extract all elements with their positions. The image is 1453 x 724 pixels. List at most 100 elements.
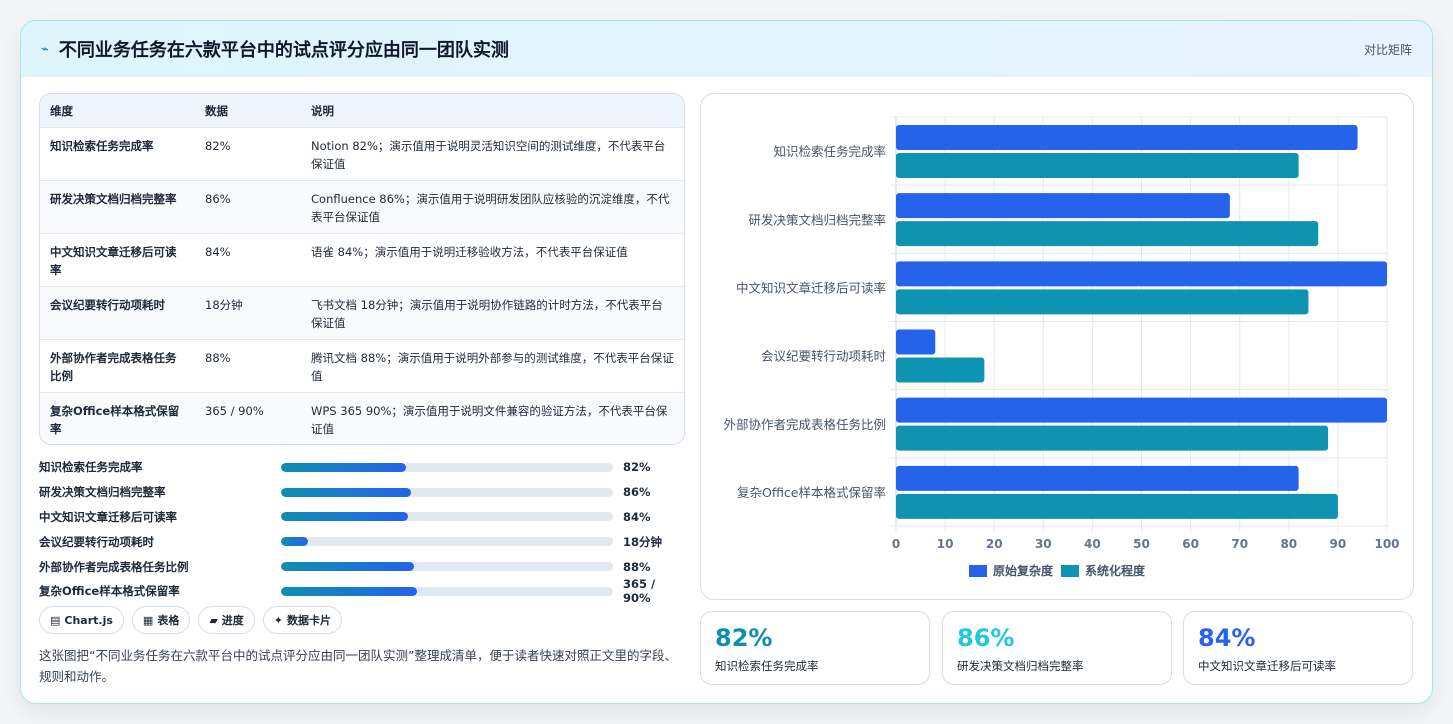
table-row: 会议纪要转行动项耗时 18分钟 飞书文档 18分钟；演示值用于说明协作链路的计时…: [40, 286, 684, 339]
row-dimension: 会议纪要转行动项耗时: [50, 298, 165, 312]
progress-fill: [281, 462, 406, 472]
progress-track: [281, 512, 613, 522]
chart-icon: ▤: [50, 613, 61, 627]
page-title: 不同业务任务在六款平台中的试点评分应由同一团队实测: [58, 40, 509, 61]
x-tick-label: 0: [892, 537, 900, 551]
y-tick-label: 会议纪要转行动项耗时: [761, 349, 887, 364]
table-pill[interactable]: ▦ 表格: [131, 606, 191, 634]
x-tick-label: 90: [1330, 537, 1347, 551]
y-tick-label: 研发决策文档归档完整率: [748, 212, 886, 227]
bar-systematization: [896, 425, 1329, 451]
x-tick-label: 60: [1182, 537, 1199, 551]
progress-fill: [281, 487, 412, 497]
row-dimension: 研发决策文档归档完整率: [50, 192, 177, 206]
progress-pill[interactable]: ▰ 进度: [198, 606, 255, 634]
kpi-value: 84%: [1198, 624, 1256, 652]
progress-label: 外部协作者完成表格任务比例: [39, 559, 189, 574]
table-row: 复杂Office样本格式保留率 365 / 90% WPS 365 90%；演示…: [40, 392, 684, 444]
row-description: 语雀 84%；演示值用于说明迁移验收方法，不代表平台保证值: [311, 245, 628, 259]
column-header: 说明: [311, 103, 334, 118]
row-description: 腾讯文档 88%；演示值用于说明外部参与的测试维度，不代表平台保证值: [311, 351, 674, 383]
progress-label: 复杂Office样本格式保留率: [39, 584, 180, 599]
summary-note: 这张图把“不同业务任务在六款平台中的试点评分应由同一团队实测”整理成清单，便于读…: [39, 648, 677, 684]
data-card-pill[interactable]: ✦ 数据卡片: [262, 606, 343, 634]
bar-systematization: [896, 289, 1309, 315]
x-tick-label: 100: [1374, 537, 1399, 551]
row-data: 86%: [205, 192, 231, 206]
progress-track: [281, 562, 613, 572]
y-tick-label: 中文知识文章迁移后可读率: [736, 280, 886, 295]
legend-label: 原始复杂度: [993, 563, 1054, 578]
progress-row: 中文知识文章迁移后可读率 84%: [39, 505, 685, 530]
sparkline-icon: ⌁: [41, 41, 49, 57]
bar-raw-complexity: [896, 465, 1299, 491]
progress-track: [281, 586, 613, 596]
kpi-card: 86% 研发决策文档归档完整率: [942, 611, 1172, 685]
row-description: 飞书文档 18分钟；演示值用于说明协作链路的计时方法，不代表平台保证值: [311, 298, 663, 330]
progress-value: 84%: [623, 509, 651, 524]
progress-value: 88%: [623, 559, 651, 574]
table-row: 中文知识文章迁移后可读率 84% 语雀 84%；演示值用于说明迁移验收方法，不代…: [40, 233, 684, 286]
row-dimension: 知识检索任务完成率: [50, 139, 154, 153]
x-tick-label: 50: [1133, 537, 1150, 551]
main-card: ⌁ 不同业务任务在六款平台中的试点评分应由同一团队实测 对比矩阵 维度 数据 说…: [20, 20, 1433, 704]
bar-chart: 0 10 20 30 40 50 60 70 80 90 100 知识检索任务完成率研发决策文档归档完…: [723, 116, 1400, 578]
y-tick-label: 外部协作者完成表格任务比例: [723, 417, 886, 432]
kpi-label: 中文知识文章迁移后可读率: [1198, 659, 1336, 673]
x-tick-label: 40: [1084, 537, 1101, 551]
progress-label: 知识检索任务完成率: [39, 460, 143, 475]
kpi-label: 知识检索任务完成率: [715, 659, 819, 673]
progress-value: 82%: [623, 460, 651, 475]
bar-systematization: [896, 357, 985, 383]
header-tag: 对比矩阵: [1363, 42, 1412, 57]
data-table: 维度 数据 说明 知识检索任务完成率 82% Notion 82%；演示值用于说…: [39, 93, 685, 445]
table-header-row: 维度 数据 说明: [40, 94, 684, 127]
table-icon: ▦: [142, 613, 154, 627]
progress-track: [281, 487, 613, 497]
progress-fill: [281, 562, 415, 572]
kpi-card: 84% 中文知识文章迁移后可读率: [1183, 611, 1413, 685]
progress-list: 知识检索任务完成率 82% 研发决策文档归档完整率 86% 中文知识文章迁移后可读率 84…: [39, 455, 685, 605]
progress-row: 会议纪要转行动项耗时 18分钟: [39, 529, 685, 554]
row-description: Confluence 86%；演示值用于说明研发团队应核验的沉淀维度，不代表平台…: [311, 192, 670, 224]
table-row: 外部协作者完成表格任务比例 88% 腾讯文档 88%；演示值用于说明外部参与的测…: [40, 339, 684, 392]
legend-label: 系统化程度: [1085, 563, 1146, 578]
row-data: 88%: [205, 351, 231, 365]
progress-label: 研发决策文档归档完整率: [39, 485, 166, 500]
row-data: 365 / 90%: [205, 404, 264, 418]
bar-raw-complexity: [896, 193, 1230, 219]
progress-track: [281, 537, 613, 547]
row-data: 18分钟: [205, 298, 243, 312]
bar-systematization: [896, 221, 1319, 247]
kpi-label: 研发决策文档归档完整率: [957, 659, 1084, 673]
row-description: Notion 82%；演示值用于说明灵活知识空间的测试维度，不代表平台保证值: [311, 139, 666, 171]
progress-value: 86%: [623, 485, 651, 500]
y-tick-label: 复杂Office样本格式保留率: [737, 485, 886, 500]
x-tick-label: 20: [986, 537, 1003, 551]
row-description: WPS 365 90%；演示值用于说明文件兼容的验证方法，不代表平台保证值: [311, 404, 668, 436]
x-tick-label: 10: [937, 537, 954, 551]
progress-icon: ▰: [209, 613, 218, 627]
column-header: 维度: [50, 103, 73, 118]
sparkle-icon: ✦: [273, 613, 284, 627]
pill-label: 数据卡片: [287, 614, 332, 627]
card-header: ⌁ 不同业务任务在六款平台中的试点评分应由同一团队实测 对比矩阵: [21, 21, 1432, 77]
kpi-value: 82%: [715, 624, 773, 652]
chartjs-pill[interactable]: ▤ Chart.js: [39, 606, 124, 634]
pill-label: Chart.js: [64, 613, 113, 627]
table-row: 研发决策文档归档完整率 86% Confluence 86%；演示值用于说明研发…: [40, 180, 684, 233]
legend-swatch: [1061, 565, 1079, 577]
x-tick-label: 70: [1231, 537, 1248, 551]
progress-track: [281, 462, 613, 472]
progress-label: 中文知识文章迁移后可读率: [39, 509, 177, 524]
x-tick-label: 80: [1280, 537, 1297, 551]
kpi-value: 86%: [957, 624, 1015, 652]
bar-raw-complexity: [896, 125, 1358, 150]
kpi-card: 82% 知识检索任务完成率: [700, 611, 930, 685]
tag-pills: ▤ Chart.js ▦ 表格 ▰ 进度 ✦ 数据卡片: [39, 606, 343, 634]
progress-row: 研发决策文档归档完整率 86%: [39, 480, 685, 505]
bar-chart-panel: 0 10 20 30 40 50 60 70 80 90 100 知识检索任务完成率 研发决策文档归档完…: [700, 93, 1414, 600]
bar-raw-complexity: [896, 261, 1387, 287]
progress-label: 会议纪要转行动项耗时: [39, 534, 154, 549]
legend-swatch: [969, 565, 987, 577]
